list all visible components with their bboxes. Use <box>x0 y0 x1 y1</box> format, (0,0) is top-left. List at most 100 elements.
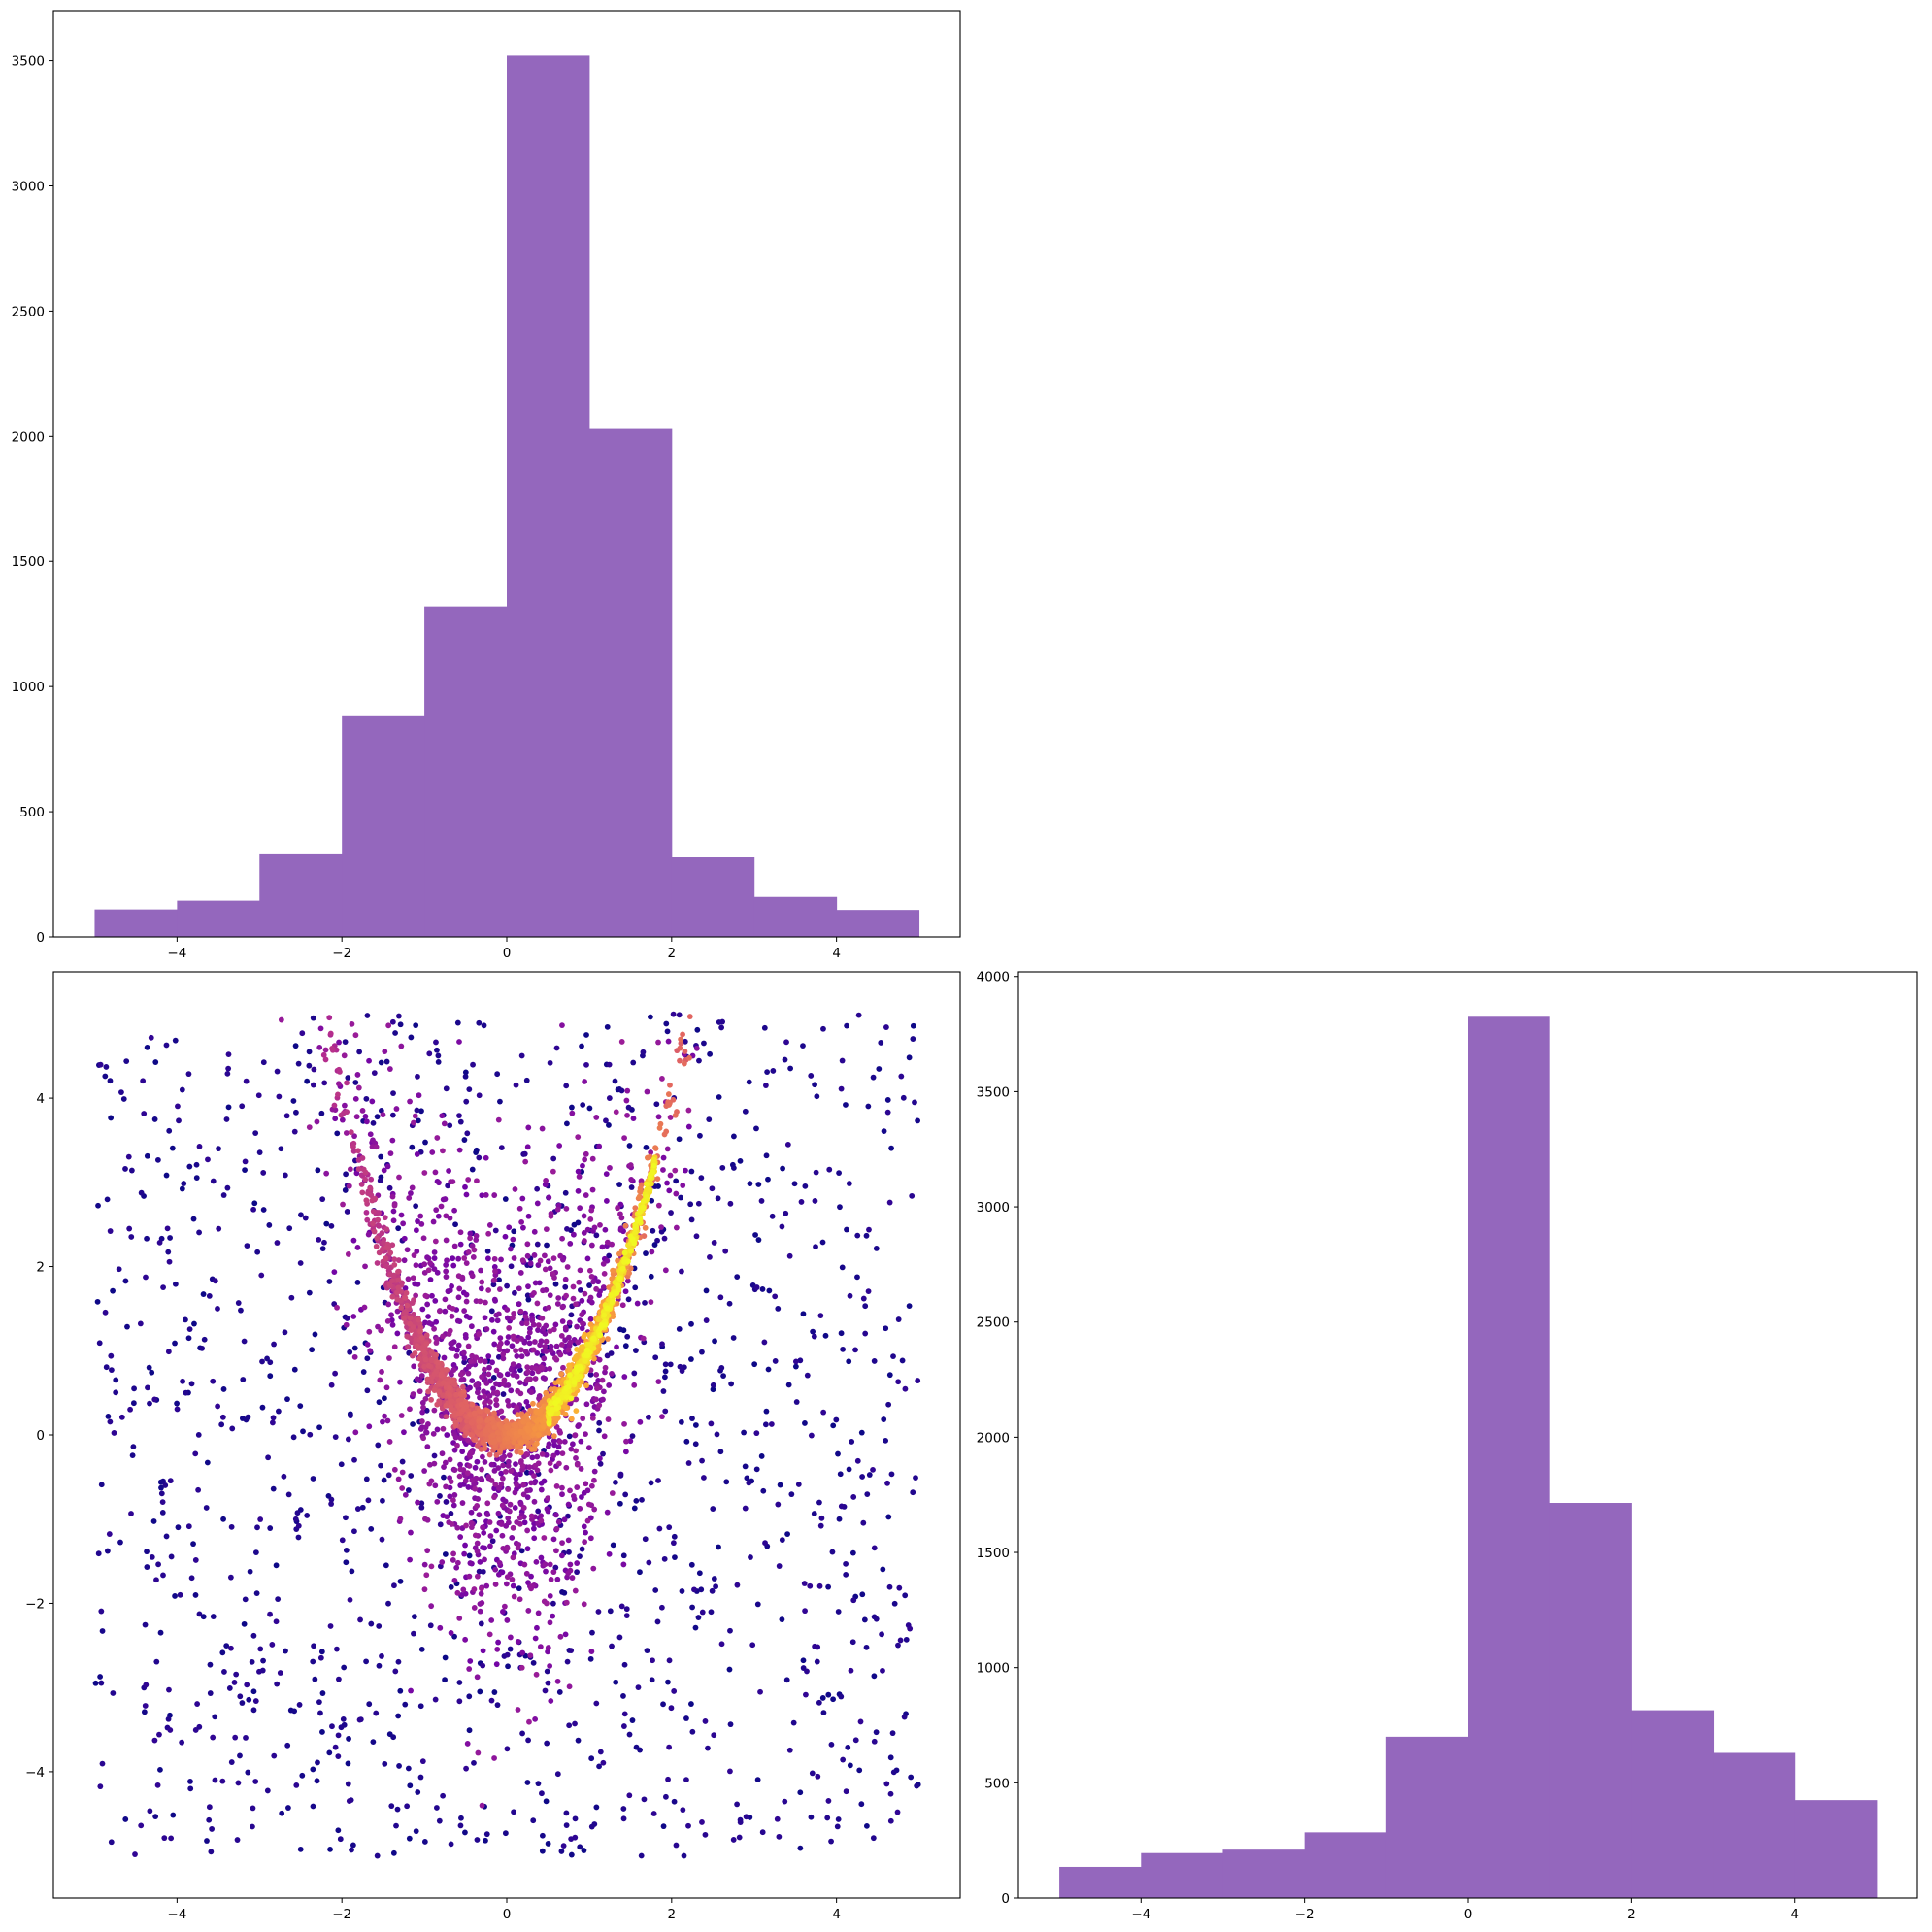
scatter-point <box>292 1516 299 1522</box>
histogram-bar <box>671 857 755 937</box>
scatter-point <box>510 1524 516 1531</box>
scatter-point <box>269 1419 276 1426</box>
scatter-point <box>837 1204 843 1211</box>
scatter-point <box>164 1225 171 1232</box>
scatter-point <box>504 1651 511 1658</box>
scatter-point <box>366 1423 373 1430</box>
scatter-point <box>103 1364 110 1371</box>
scatter-point <box>231 1680 238 1685</box>
scatter-point <box>662 1361 669 1368</box>
scatter-point <box>448 1479 454 1485</box>
scatter-point <box>485 1287 492 1293</box>
scatter-point <box>332 1116 339 1122</box>
histogram-bar <box>177 900 260 937</box>
scatter-point <box>914 1782 920 1789</box>
scatter-point <box>106 1531 113 1537</box>
scatter-point <box>559 1235 565 1242</box>
scatter-point <box>913 1475 918 1481</box>
scatter-point <box>683 1167 688 1174</box>
scatter-point <box>343 1130 350 1136</box>
scatter-point <box>791 1181 798 1187</box>
scatter-point <box>407 1556 414 1563</box>
scatter-point <box>511 1228 517 1235</box>
scatter-point <box>253 1590 260 1597</box>
scatter-point <box>628 1176 635 1183</box>
scatter-point <box>680 1031 685 1038</box>
scatter-point <box>473 1233 480 1239</box>
scatter-point <box>293 1109 299 1116</box>
scatter-point <box>423 1332 430 1339</box>
scatter-point <box>434 1269 441 1276</box>
scatter-point <box>591 1224 598 1231</box>
scatter-point <box>870 1835 877 1842</box>
scatter-point <box>521 1519 528 1526</box>
scatter-point <box>414 1249 420 1254</box>
scatter-point <box>399 1469 406 1476</box>
scatter-point <box>390 1272 397 1279</box>
scatter-point <box>680 1183 686 1188</box>
scatter-point <box>151 1116 158 1122</box>
scatter-point <box>575 1339 582 1346</box>
scatter-point <box>588 1273 595 1280</box>
scatter-point <box>405 1765 412 1772</box>
scatter-point <box>476 1512 483 1518</box>
scatter-point <box>321 1239 327 1246</box>
scatter-point <box>259 1404 266 1411</box>
scatter-point <box>410 1275 416 1282</box>
scatter-point <box>459 1449 466 1455</box>
scatter-point <box>730 1335 737 1341</box>
scatter-point <box>275 1596 282 1603</box>
scatter-point <box>606 1061 613 1068</box>
scatter-point <box>447 1327 453 1334</box>
scatter-point <box>665 1776 671 1782</box>
scatter-point <box>380 1497 385 1504</box>
scatter-point <box>486 1631 493 1638</box>
scatter-point <box>606 1122 612 1128</box>
scatter-point <box>367 1348 374 1354</box>
scatter-point <box>559 1552 565 1559</box>
scatter-point <box>513 1348 519 1354</box>
scatter-point <box>906 1054 913 1061</box>
scatter-point <box>443 1262 450 1268</box>
scatter-point <box>775 1306 782 1312</box>
scatter-point <box>566 1549 572 1555</box>
scatter-point <box>391 1202 398 1209</box>
scatter-point <box>584 1487 591 1494</box>
scatter-point <box>697 1132 703 1139</box>
scatter-point <box>866 1226 872 1233</box>
y-tick-label: 2000 <box>12 429 45 445</box>
scatter-point <box>573 1448 579 1454</box>
scatter-point <box>511 1310 517 1316</box>
scatter-point <box>110 1690 117 1696</box>
scatter-point <box>481 1393 487 1400</box>
scatter-point <box>456 1039 462 1045</box>
scatter-point <box>609 1490 616 1496</box>
scatter-point <box>535 1508 542 1515</box>
scatter-point <box>364 1216 371 1223</box>
scatter-point <box>606 1252 613 1259</box>
scatter-point <box>574 1323 580 1330</box>
scatter-point <box>534 1241 541 1248</box>
scatter-point <box>407 1320 414 1327</box>
scatter-point <box>484 1512 491 1517</box>
scatter-point <box>503 1418 510 1424</box>
scatter-point <box>642 1536 649 1543</box>
scatter-point <box>665 1091 672 1097</box>
scatter-point <box>883 1024 889 1030</box>
scatter-point <box>488 1478 495 1483</box>
scatter-point <box>628 1184 635 1190</box>
scatter-point <box>395 1476 402 1482</box>
scatter-point <box>689 1416 695 1421</box>
scatter-point <box>298 1212 304 1218</box>
scatter-point <box>394 1806 401 1813</box>
scatter-point <box>491 1296 498 1303</box>
scatter-point <box>512 1186 518 1192</box>
scatter-point <box>468 1519 475 1526</box>
scatter-point <box>825 1691 832 1698</box>
scatter-point <box>271 1752 278 1759</box>
scatter-point <box>378 1153 384 1160</box>
scatter-point <box>701 1040 707 1047</box>
scatter-point <box>543 1798 550 1805</box>
scatter-point <box>282 1172 288 1179</box>
scatter-point <box>343 1559 350 1566</box>
